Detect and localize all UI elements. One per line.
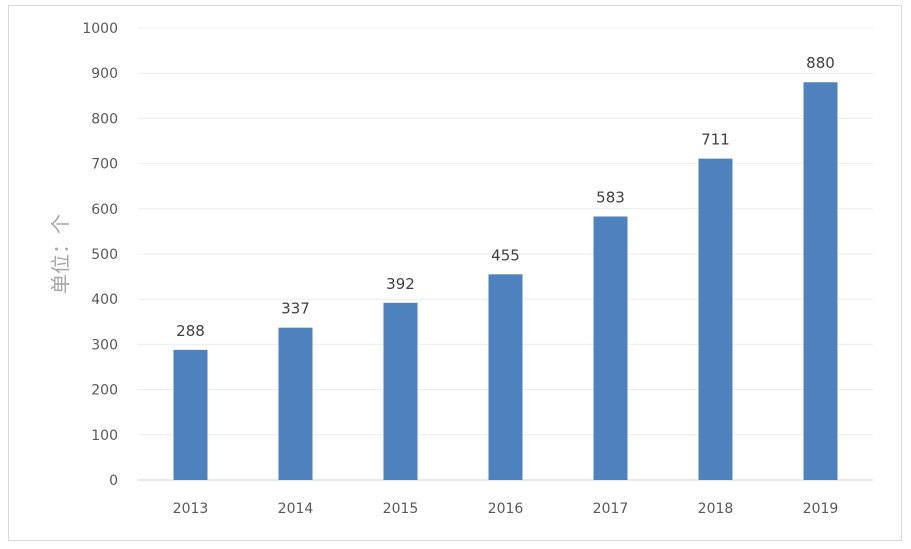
- bar: [278, 327, 313, 480]
- y-tick-label: 0: [109, 473, 118, 489]
- data-label: 455: [491, 246, 520, 264]
- y-axis-ticks: 0 100 200 300 400 500 600 700 800 900 1000: [82, 21, 118, 489]
- bar: [488, 274, 523, 480]
- x-tick-label: 2019: [803, 501, 839, 517]
- gridlines: [138, 27, 873, 481]
- x-tick-label: 2015: [383, 501, 419, 517]
- y-tick-label: 800: [91, 111, 118, 127]
- y-tick-label: 700: [91, 157, 118, 173]
- bar: [173, 349, 208, 480]
- data-label: 288: [176, 322, 205, 340]
- y-tick-label: 1000: [82, 21, 118, 37]
- data-label: 392: [386, 275, 415, 293]
- x-tick-label: 2013: [173, 501, 209, 517]
- data-label: 711: [701, 131, 730, 149]
- y-axis-label: 单位：个: [49, 214, 73, 294]
- bars: [173, 82, 838, 481]
- y-tick-label: 400: [91, 292, 118, 308]
- x-tick-label: 2016: [488, 501, 524, 517]
- y-tick-label: 900: [91, 66, 118, 82]
- x-tick-label: 2018: [698, 501, 734, 517]
- data-labels: 288 337 392 455 583 711 880: [176, 54, 835, 340]
- data-label: 583: [596, 188, 625, 206]
- y-tick-label: 300: [91, 337, 118, 353]
- y-tick-label: 100: [91, 428, 118, 444]
- data-label: 880: [806, 54, 835, 72]
- x-axis-ticks: 2013 2014 2015 2016 2017 2018 2019: [173, 501, 839, 517]
- y-tick-label: 200: [91, 383, 118, 399]
- data-label: 337: [281, 300, 310, 318]
- bar: [803, 82, 838, 481]
- bar: [383, 302, 418, 480]
- y-tick-label: 500: [91, 247, 118, 263]
- x-tick-label: 2014: [278, 501, 314, 517]
- x-tick-label: 2017: [593, 501, 629, 517]
- bar: [698, 158, 733, 481]
- chart-frame: [8, 5, 902, 541]
- y-tick-label: 600: [91, 202, 118, 218]
- bar: [593, 216, 628, 480]
